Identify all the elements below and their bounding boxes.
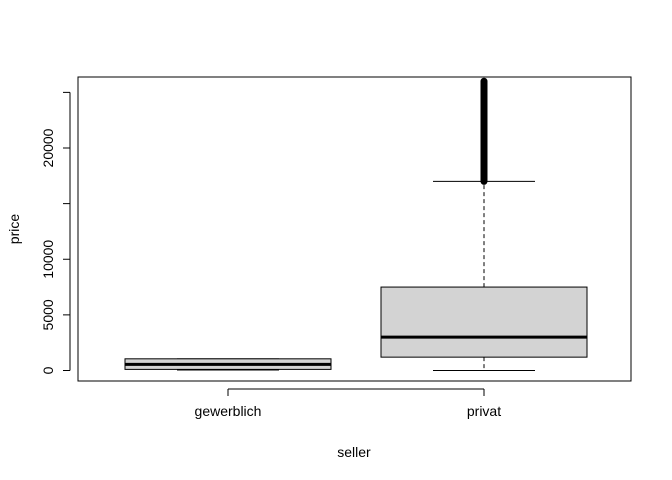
- y-tick-label: 10000: [40, 240, 56, 279]
- y-tick-label: 0: [40, 366, 56, 374]
- y-tick-label: 20000: [40, 128, 56, 167]
- box-privat: [380, 77, 588, 371]
- y-axis-title: price: [6, 214, 22, 245]
- plot-frame: [77, 76, 632, 382]
- x-tick-label: gewerblich: [195, 403, 262, 419]
- x-axis: gewerblich privat: [195, 388, 501, 419]
- x-axis-title: seller: [337, 444, 371, 460]
- box-series: [124, 77, 588, 371]
- box-gewerblich: [124, 358, 332, 371]
- x-tick-label: privat: [467, 403, 501, 419]
- y-axis: 0 5000 10000 20000: [40, 91, 71, 374]
- y-tick-label: 5000: [40, 299, 56, 330]
- iqr-box: [380, 286, 588, 358]
